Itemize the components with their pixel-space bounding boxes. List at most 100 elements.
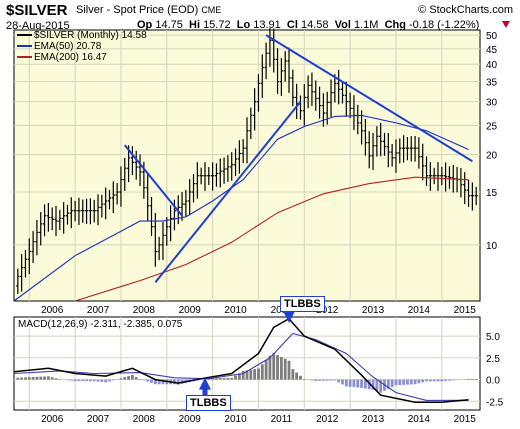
change-label: Chg xyxy=(384,19,406,31)
price-y-tick-label: 25 xyxy=(486,121,498,132)
open-value: 14.75 xyxy=(155,19,183,31)
price-bar xyxy=(440,166,444,186)
macd-histogram-bar xyxy=(123,377,127,380)
macd-histogram-bar xyxy=(371,379,375,390)
price-bar xyxy=(27,238,31,274)
macd-histogram-bar xyxy=(127,376,130,380)
price-bar xyxy=(104,187,108,220)
macd-histogram-bar xyxy=(35,376,39,380)
price-bar xyxy=(245,117,249,164)
price-bar xyxy=(35,220,39,256)
macd-x-tick-label: 2008 xyxy=(133,414,156,425)
macd-histogram-bar xyxy=(283,358,287,380)
price-bar xyxy=(115,183,119,205)
macd-histogram-bar xyxy=(409,379,413,385)
macd-histogram-bar xyxy=(337,379,341,383)
price-bar xyxy=(417,137,421,169)
macd-histogram-bar xyxy=(153,379,157,385)
macd-histogram-bar xyxy=(470,378,474,380)
price-bar xyxy=(84,198,89,224)
price-bar xyxy=(409,136,413,162)
price-bar xyxy=(62,202,66,234)
macd-histogram-bar xyxy=(398,379,402,386)
macd-histogram-bar xyxy=(241,371,245,380)
macd-histogram-bar xyxy=(310,379,314,381)
volume-value: 1.1M xyxy=(353,19,379,31)
macd-histogram-bar xyxy=(394,379,398,386)
macd-histogram-bar xyxy=(279,356,283,380)
price-bar xyxy=(466,179,471,207)
macd-histogram-bar xyxy=(73,379,77,382)
price-bar xyxy=(16,268,20,294)
price-y-tick-label: 40 xyxy=(486,60,498,71)
price-bar xyxy=(81,199,85,223)
macd-histogram-bar xyxy=(230,377,234,380)
price-bar xyxy=(50,207,54,231)
price-bar xyxy=(413,135,417,162)
macd-histogram-bar xyxy=(417,379,421,384)
price-bar xyxy=(169,205,173,242)
close-value: 14.58 xyxy=(300,19,329,31)
price-bar xyxy=(436,162,440,191)
chart-date: 28-Aug-2015 xyxy=(6,20,70,32)
price-bar xyxy=(218,158,222,188)
macd-histogram-bar xyxy=(88,379,92,382)
macd-histogram-bar xyxy=(295,372,299,380)
price-bar xyxy=(371,132,375,170)
price-bar xyxy=(314,80,318,111)
price-bar xyxy=(390,143,394,167)
price-bar xyxy=(195,162,199,199)
trendline-1 xyxy=(123,144,183,217)
price-bar xyxy=(394,139,398,173)
price-bar xyxy=(337,69,341,105)
price-bar xyxy=(211,162,215,191)
macd-histogram-bar xyxy=(66,379,69,381)
price-bars xyxy=(16,28,478,294)
macd-histogram-bar xyxy=(24,377,27,380)
price-bar xyxy=(119,166,123,207)
macd-y-tick-label: 0.0 xyxy=(486,376,500,387)
tlbbs-arrow-down xyxy=(283,311,296,323)
macd-histogram-bar xyxy=(406,379,409,385)
price-bar xyxy=(96,194,100,226)
macd-histogram-bar xyxy=(379,379,383,393)
price-bar xyxy=(421,143,425,181)
price-x-tick-label: 2006 xyxy=(41,305,64,316)
price-bar xyxy=(69,197,73,229)
macd-histogram-bar xyxy=(356,379,360,388)
macd-histogram-bar xyxy=(215,378,218,380)
tlbbs-arrow-up xyxy=(198,377,211,390)
price-bar xyxy=(264,42,268,80)
price-bar xyxy=(149,196,154,237)
macd-histogram-bar xyxy=(467,378,470,380)
macd-histogram-bar xyxy=(375,379,379,392)
price-bar xyxy=(123,157,127,191)
price-bar xyxy=(249,107,253,140)
price-y-tick-label: 45 xyxy=(486,45,498,56)
macd-histogram-bar xyxy=(16,377,20,380)
tlbbs-callout-top: TLBBS xyxy=(280,296,325,312)
macd-histogram-bar xyxy=(329,379,333,381)
macd-histogram-bar xyxy=(131,375,134,380)
macd-histogram-bar xyxy=(96,379,100,382)
price-bar xyxy=(77,197,81,225)
exchange-text: CME xyxy=(201,5,222,15)
macd-x-tick-label: 2009 xyxy=(179,414,202,425)
macd-histogram-bar xyxy=(390,379,394,388)
price-x-tick-label: 2008 xyxy=(133,305,156,316)
quote-line: Op 14.75 Hi 15.72 Lo 13.91 Cl 14.58 Vol … xyxy=(137,19,479,31)
price-bar xyxy=(275,48,280,94)
price-y-tick-label: 10 xyxy=(486,241,498,252)
price-bar xyxy=(100,194,104,218)
price-bar xyxy=(73,200,77,222)
price-bar xyxy=(203,162,207,191)
price-bar xyxy=(138,154,142,186)
macd-y-tick-label: 5.0 xyxy=(486,332,500,343)
price-bar xyxy=(470,182,474,211)
price-x-tick-label: 2007 xyxy=(87,305,110,316)
macd-histogram-bar xyxy=(146,379,150,382)
price-bar xyxy=(268,28,272,67)
price-bar xyxy=(46,203,50,232)
price-bar xyxy=(340,81,345,104)
price-bar xyxy=(287,47,291,93)
